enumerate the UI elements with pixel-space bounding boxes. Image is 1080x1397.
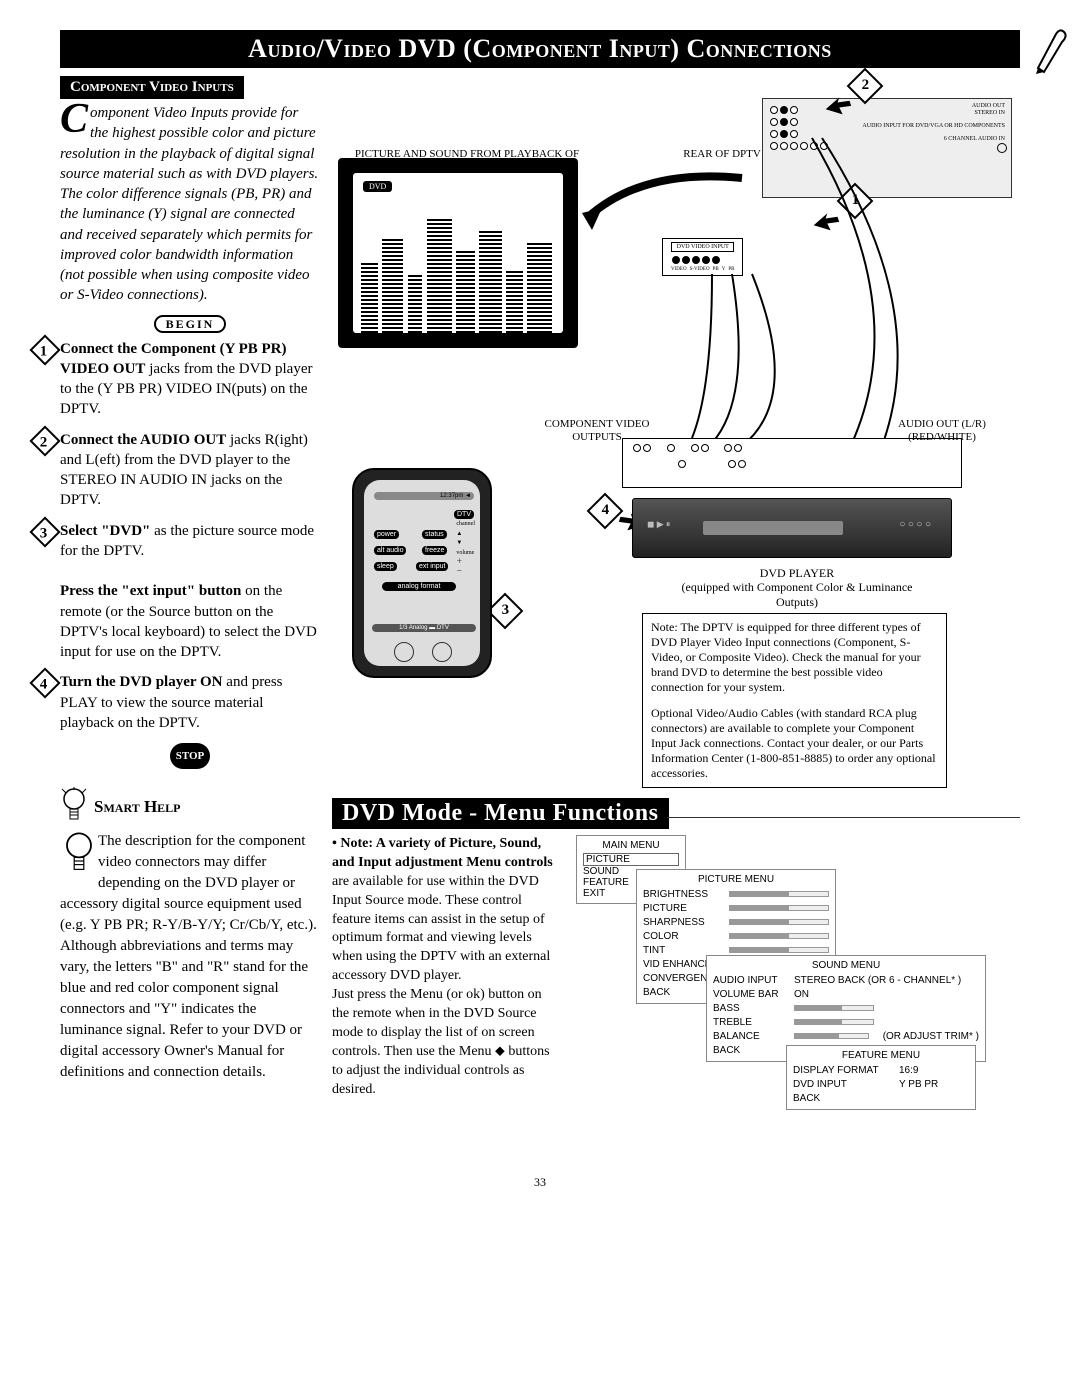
dvd-player-label: DVD PLAYER (equipped with Component Colo… [672,566,922,609]
step-number-icon [29,668,60,699]
step-4: Turn the DVD player ON and press PLAY to… [60,672,320,733]
page-number: 33 [60,1175,1020,1190]
page-title-bar: Audio/Video DVD (Component Input) Connec… [60,30,1020,68]
step-number-icon [29,334,60,365]
component-out-label: COMPONENT VIDEO OUTPUTS [542,418,652,444]
step-number-icon [29,425,60,456]
intro-text: omponent Video Inputs provide for the hi… [60,105,318,303]
intro-paragraph: C omponent Video Inputs provide for the … [60,103,320,306]
left-column: Component Video Inputs C omponent Video … [60,68,320,1155]
lightbulb-icon [60,831,98,879]
right-column: PICTURE AND SOUND FROM PLAYBACK OF DVD S… [332,68,1020,1155]
note-box-2: Optional Video/Audio Cables (with standa… [642,700,947,788]
menu-diagram: MAIN MENU PICTURE SOUND FEATURE EXIT PIC… [576,835,1020,1155]
dvd-mode-title: DVD Mode - Menu Functions [332,798,669,829]
stop-badge: STOP [60,743,320,769]
step-number-icon [29,516,60,547]
smart-help-body: The description for the component video … [60,831,320,1083]
note-box-1: Note: The DPTV is equipped for three dif… [642,613,947,702]
menu-note-text: • Note: A variety of Picture, Sound, and… [332,835,562,1155]
component-inputs-header: Component Video Inputs [60,76,244,99]
step-1: Connect the Component (Y PB PR) VIDEO OU… [60,339,320,420]
dvd-badge: DVD [363,181,392,192]
hand-icon [824,90,858,120]
lightbulb-icon [60,787,88,827]
remote-illustration: 12:37pm ◄ DTV power status alt audio fre… [352,468,492,678]
connection-diagram: PICTURE AND SOUND FROM PLAYBACK OF DVD S… [332,68,1020,788]
step-3: Select "DVD" as the picture source mode … [60,521,320,663]
dvd-player-illustration: ○ ○ ○ ○ ◼ ▶ ⏸ [632,498,952,558]
hand-icon [812,206,846,236]
audio-out-label: AUDIO OUT (L/R) (RED/WHITE) [872,418,1012,444]
step-2: Connect the AUDIO OUT jacks R(ight) and … [60,430,320,511]
page-title: Audio/Video DVD (Component Input) Connec… [248,34,832,63]
begin-badge: BEGIN [60,316,320,333]
callout-3: 3 [487,593,524,630]
tv-illustration: DVD [338,158,578,348]
smart-help-heading: Smart Help [60,787,320,827]
dvd-back-panel [622,438,962,488]
pencil-icon [1030,24,1070,74]
dropcap: C [60,103,90,135]
feature-menu-box: FEATURE MENU DISPLAY FORMAT16:9 DVD INPU… [786,1045,976,1110]
rear-panel-illustration: AUDIO OUT STEREO IN AUDIO INPUT FOR DVD/… [762,98,1012,198]
